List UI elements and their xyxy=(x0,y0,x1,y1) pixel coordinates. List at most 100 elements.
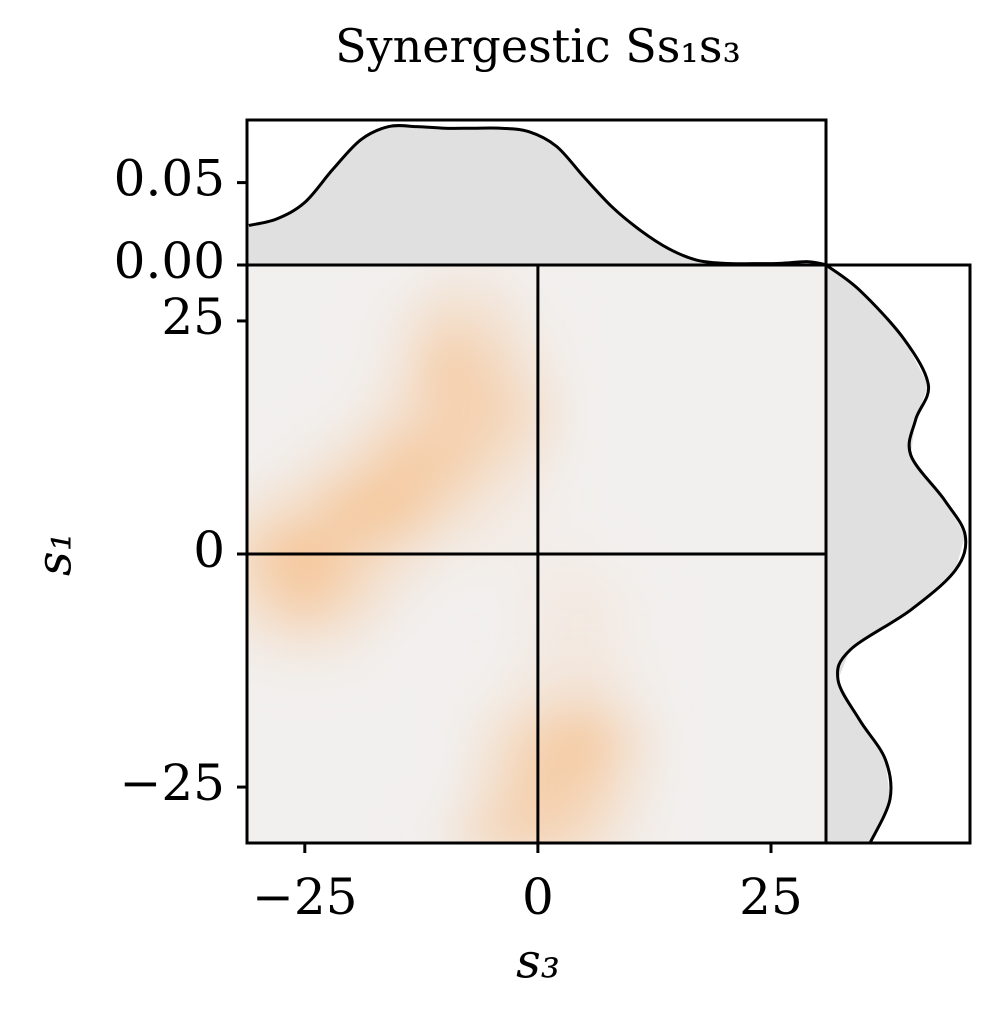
density-cell xyxy=(561,577,608,624)
density-cell xyxy=(375,624,422,671)
density-cell xyxy=(748,344,795,391)
density-cell xyxy=(235,391,282,438)
density-cell xyxy=(375,717,422,764)
y-tick-label: 0.00 xyxy=(114,232,225,290)
density-cell xyxy=(281,344,328,391)
density-cell xyxy=(701,298,748,345)
density-cell xyxy=(608,298,655,345)
density-cell xyxy=(374,390,422,438)
density-cell xyxy=(421,437,468,485)
density-cell xyxy=(328,344,375,391)
density-cell xyxy=(421,810,468,843)
density-cell xyxy=(235,810,282,857)
density-cell xyxy=(467,265,515,298)
density-cell xyxy=(328,717,375,764)
density-cell xyxy=(607,670,655,718)
density-cell xyxy=(701,344,748,391)
density-cell xyxy=(561,298,608,345)
y-tick-label: 0.05 xyxy=(114,150,225,208)
density-cell xyxy=(467,484,515,531)
density-cell xyxy=(281,437,329,485)
density-cell xyxy=(467,437,515,485)
chart-title: Synergestic Ss₁s₃ xyxy=(335,19,741,73)
density-cell xyxy=(375,671,422,718)
density-cell xyxy=(608,484,655,531)
density-cell xyxy=(328,623,375,671)
density-cell xyxy=(374,577,422,624)
density-cell xyxy=(561,437,608,484)
density-cell xyxy=(421,671,468,718)
density-cell xyxy=(608,437,655,484)
density-cell xyxy=(235,717,282,764)
density-cell xyxy=(748,764,795,811)
density-cell xyxy=(701,391,748,438)
density-cell xyxy=(561,717,608,764)
density-cell xyxy=(281,577,329,624)
density-cell xyxy=(247,623,282,671)
density-cell xyxy=(281,671,328,718)
density-cell xyxy=(654,624,701,671)
x-tick-label: 25 xyxy=(739,868,803,926)
density-cell xyxy=(654,671,701,718)
density-cell xyxy=(748,624,795,671)
density-cell xyxy=(374,344,422,391)
marginal-frame xyxy=(245,118,828,267)
density-cell xyxy=(328,437,375,485)
density-cell xyxy=(654,717,701,764)
density-blur xyxy=(235,251,795,857)
density-cell xyxy=(748,298,795,345)
density-cell xyxy=(328,577,375,624)
density-cell xyxy=(375,810,422,857)
density-cell xyxy=(421,297,468,345)
density-cell xyxy=(421,390,468,438)
density-cell xyxy=(561,484,608,531)
density-cell xyxy=(654,344,701,391)
density-cell xyxy=(748,577,795,624)
density-cell xyxy=(561,810,608,843)
density-cell xyxy=(235,437,282,484)
density-cell xyxy=(654,577,701,624)
density-cell xyxy=(701,577,748,624)
density-cell xyxy=(701,810,748,857)
marginal-curve xyxy=(826,265,968,843)
density-cell xyxy=(328,390,375,438)
density-cell xyxy=(561,670,608,718)
density-cell xyxy=(561,391,608,438)
density-cell xyxy=(328,484,375,531)
x-tick-label: −25 xyxy=(252,868,358,926)
density-cell xyxy=(608,391,655,438)
density-cell xyxy=(654,391,701,438)
density-cell xyxy=(748,717,795,764)
density-cell xyxy=(421,764,468,811)
density-cell xyxy=(281,717,328,764)
density-cell xyxy=(748,484,795,531)
density-cell xyxy=(561,763,608,811)
density-cell xyxy=(701,437,748,484)
density-cell xyxy=(328,298,375,345)
density-cell xyxy=(748,251,795,298)
density-cell xyxy=(375,764,422,811)
density-cell xyxy=(654,437,701,484)
density-cell xyxy=(607,623,655,671)
density-cell xyxy=(608,344,655,391)
density-cell xyxy=(607,717,655,764)
density-cell xyxy=(374,484,422,531)
density-cell xyxy=(247,577,282,624)
density-cell xyxy=(467,717,515,764)
density-cell xyxy=(748,437,795,484)
density-cell xyxy=(467,390,515,438)
density-cell xyxy=(701,671,748,718)
density-cell xyxy=(281,764,328,811)
density-cell xyxy=(328,671,375,718)
density-cell xyxy=(421,624,468,671)
density-cell xyxy=(467,763,515,811)
density-cell xyxy=(607,810,655,843)
density-layer xyxy=(235,251,795,857)
density-cell xyxy=(467,670,515,718)
x-tick-label: 0 xyxy=(522,868,554,926)
density-cell xyxy=(748,391,795,438)
density-cell xyxy=(654,764,701,811)
density-cell xyxy=(281,298,328,345)
density-cell xyxy=(281,484,329,531)
density-cell xyxy=(235,344,282,391)
